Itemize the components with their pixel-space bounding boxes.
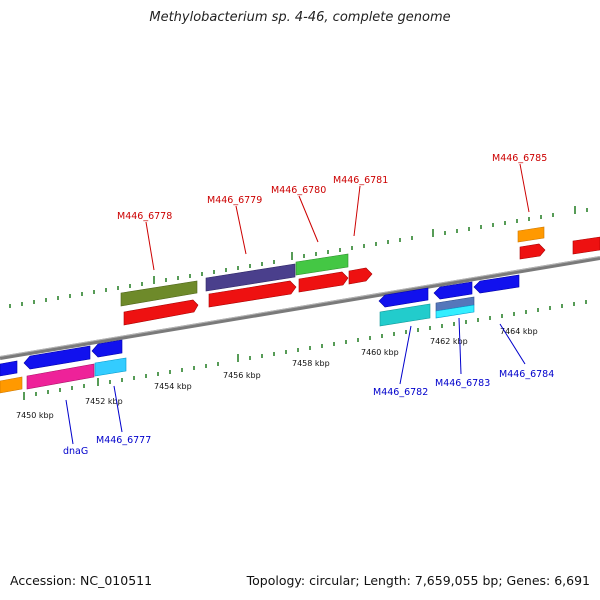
gene-arrow-cyan[interactable]: [435, 304, 475, 319]
gene-arrow-orange[interactable]: [517, 226, 545, 243]
gene-label-reverse[interactable]: M446_6784: [499, 369, 554, 380]
gene-arrow-red[interactable]: [519, 243, 546, 260]
backbone-highlight: [0, 256, 600, 357]
gene-label-forward[interactable]: M446_6781: [333, 175, 388, 186]
gene-label-reverse[interactable]: M446_6782: [373, 387, 428, 398]
gene-label-forward[interactable]: M446_6778: [117, 211, 172, 222]
upper-tick-row: [9, 206, 588, 308]
gene-arrow-blue[interactable]: [0, 360, 18, 377]
gene-arrow-purple[interactable]: [205, 263, 296, 292]
gene-arrow-blue[interactable]: [91, 339, 123, 358]
gene-arrow-red[interactable]: [123, 299, 199, 326]
tick-label: 7454 kbp: [154, 382, 192, 391]
gene-arrow-olive[interactable]: [120, 280, 198, 307]
tick-label: 7456 kbp: [223, 371, 261, 380]
gene-arrow-red[interactable]: [208, 280, 297, 308]
tick-label: 7452 kbp: [85, 397, 123, 406]
gene-arrow-red[interactable]: [572, 236, 600, 255]
gene-arrow-blue[interactable]: [23, 345, 91, 370]
accession-label: Accession: NC_010511: [10, 573, 153, 588]
reverse-genes: [0, 274, 520, 394]
gene-label-reverse[interactable]: dnaG: [63, 446, 88, 457]
genome-backbone: [0, 256, 600, 360]
gene-arrow-magenta[interactable]: [26, 363, 95, 390]
genome-title: Methylobacterium sp. 4-46, complete geno…: [149, 10, 451, 25]
gene-label-forward[interactable]: M446_6785: [492, 153, 547, 164]
gene-arrow-orange[interactable]: [0, 376, 23, 394]
gene-label-forward[interactable]: M446_6780: [271, 185, 326, 196]
gene-arrow-cyan[interactable]: [94, 357, 127, 377]
tick-label: 7450 kbp: [16, 411, 54, 420]
tick-label: 7460 kbp: [361, 348, 399, 357]
gene-arrow-blue[interactable]: [473, 274, 520, 294]
tick-label: 7462 kbp: [430, 337, 468, 346]
forward-leaders: [145, 163, 530, 271]
gene-arrow-red[interactable]: [348, 267, 373, 285]
tick-label: 7464 kbp: [500, 327, 538, 336]
gene-arrow-green[interactable]: [295, 253, 349, 276]
gene-arrow-blue[interactable]: [433, 281, 473, 300]
gene-label-reverse[interactable]: M446_6783: [435, 378, 490, 389]
gene-arrow-teal[interactable]: [379, 303, 431, 327]
reverse-leaders: [65, 317, 526, 445]
tick-label: 7458 kbp: [292, 359, 330, 368]
genome-summary: Topology: circular; Length: 7,659,055 bp…: [246, 573, 590, 588]
gene-label-forward[interactable]: M446_6779: [207, 195, 262, 206]
forward-genes: [120, 226, 600, 326]
gene-arrow-blue[interactable]: [378, 287, 429, 308]
gene-label-reverse[interactable]: M446_6777: [96, 435, 151, 446]
gene-arrow-red[interactable]: [298, 271, 349, 293]
lower-tick-row: [23, 300, 587, 400]
